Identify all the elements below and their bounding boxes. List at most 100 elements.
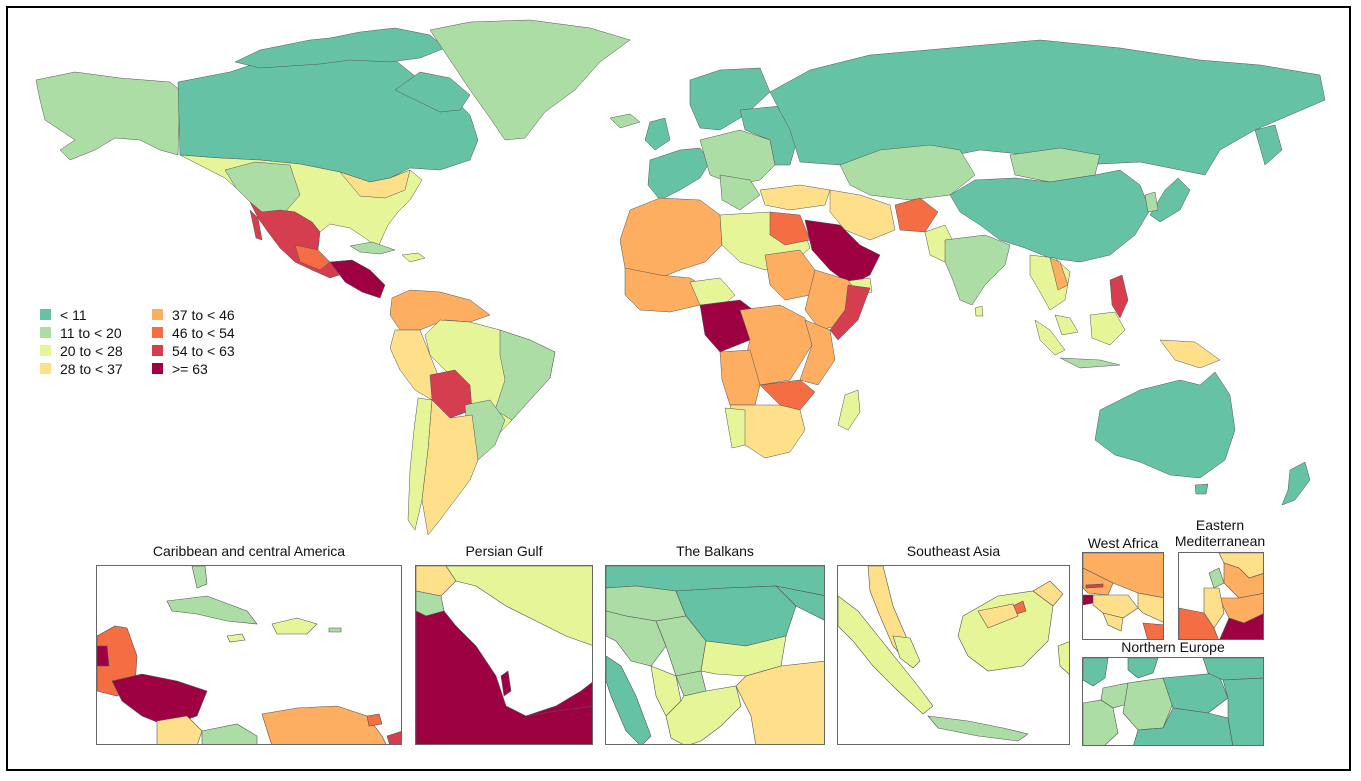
legend-swatch	[152, 345, 163, 356]
australia	[1094, 371, 1236, 479]
madagascar	[837, 389, 861, 431]
argentina	[421, 399, 479, 536]
legend-swatch	[152, 327, 163, 338]
inset-northern-europe-map	[1083, 658, 1263, 745]
inset-title-eastern-mediterranean: Eastern Mediterranean	[1170, 517, 1270, 549]
peninsular-malaysia	[892, 635, 921, 669]
inset-caribbean-map	[97, 566, 401, 744]
egypt-sinai	[1179, 607, 1219, 639]
gambia	[1085, 583, 1104, 589]
mexico-south	[294, 244, 331, 271]
florida-tip	[191, 566, 208, 589]
korea	[1144, 191, 1159, 213]
guatemala	[97, 645, 110, 667]
uk	[1083, 658, 1109, 687]
inset-southeast-asia-map	[838, 566, 1069, 742]
inset-persian-gulf	[415, 565, 593, 745]
turkey	[735, 660, 824, 744]
inset-eastern-mediterranean-map	[1179, 553, 1263, 639]
egypt	[769, 211, 811, 246]
usa-west	[224, 161, 301, 213]
legend-label: 28 to < 37	[60, 361, 123, 377]
baffin-island	[394, 71, 471, 113]
iraq-kuwait	[416, 566, 457, 597]
inset-balkans	[605, 565, 825, 745]
mali-east	[1137, 592, 1163, 623]
borneo	[1089, 311, 1126, 346]
inset-title-line: Mediterranean	[1174, 533, 1266, 549]
jamaica	[226, 633, 246, 643]
sudan	[764, 249, 816, 301]
hispaniola	[401, 252, 426, 263]
greenland	[429, 19, 631, 141]
inset-title-southeast-asia: Southeast Asia	[906, 543, 1001, 559]
legend-label: 11 to < 20	[60, 325, 122, 341]
somalia	[829, 284, 871, 341]
legend-swatch	[40, 363, 51, 374]
kamchatka	[1254, 124, 1283, 166]
western-europe	[647, 147, 711, 201]
iceland	[609, 113, 641, 129]
inset-title-line: Eastern	[1195, 517, 1245, 533]
turkey	[759, 184, 831, 211]
java	[927, 715, 1029, 742]
saudi-arabia	[804, 219, 881, 286]
balkans	[719, 174, 761, 211]
inset-west-africa	[1082, 552, 1164, 640]
sumatra	[838, 595, 934, 715]
new-zealand	[1281, 461, 1311, 506]
inset-title-persian-gulf: Persian Gulf	[465, 543, 543, 559]
inset-caribbean	[96, 565, 402, 745]
legend-swatch	[40, 345, 51, 356]
belarus-ukraine	[1222, 677, 1263, 745]
central-america	[329, 259, 386, 299]
central-europe	[699, 129, 776, 186]
baja-california	[249, 209, 263, 241]
guyana-edge	[386, 731, 401, 744]
tasmania	[1194, 483, 1209, 495]
legend-label: 37 to < 46	[172, 307, 235, 323]
china	[949, 169, 1151, 263]
namibia	[724, 407, 746, 449]
new-guinea	[1159, 339, 1221, 369]
moldova	[775, 585, 824, 621]
inset-balkans-map	[606, 566, 824, 744]
guinea	[1092, 594, 1139, 619]
iran	[829, 189, 896, 241]
legend-swatch	[152, 309, 163, 320]
sabah	[1032, 580, 1064, 607]
inset-title-west-africa: West Africa	[1087, 535, 1159, 551]
inset-eastern-mediterranean	[1178, 552, 1264, 640]
poland	[1162, 672, 1229, 714]
inset-northern-europe	[1082, 657, 1264, 746]
uae	[525, 682, 592, 717]
legend-swatch	[152, 363, 163, 374]
legend-label: < 11	[60, 307, 87, 323]
sierra-leone	[1102, 612, 1124, 632]
legend-label: 20 to < 28	[60, 343, 123, 359]
nicaragua-costa-rica	[156, 715, 203, 744]
france	[1083, 699, 1119, 745]
philippines	[1109, 274, 1129, 319]
java	[1059, 357, 1121, 369]
inset-title-caribbean: Caribbean and central America	[152, 543, 346, 559]
inset-persian-gulf-map	[416, 566, 592, 744]
honduras	[111, 673, 208, 727]
inset-title-northern-europe: Northern Europe	[1121, 639, 1225, 655]
legend-swatch	[40, 309, 51, 320]
iran	[445, 566, 592, 646]
sumatra	[1034, 319, 1066, 356]
sri-lanka	[974, 305, 984, 317]
trinidad	[366, 713, 383, 727]
venezuela	[261, 705, 387, 744]
kazakhstan	[839, 144, 976, 201]
legend-label: 46 to < 54	[172, 325, 235, 341]
italy	[606, 655, 652, 744]
east-africa	[799, 319, 836, 386]
mozambique-region	[759, 379, 816, 411]
inset-southeast-asia	[837, 565, 1070, 745]
cuba	[166, 595, 258, 625]
afghanistan	[894, 197, 939, 233]
puerto-rico	[328, 627, 342, 633]
